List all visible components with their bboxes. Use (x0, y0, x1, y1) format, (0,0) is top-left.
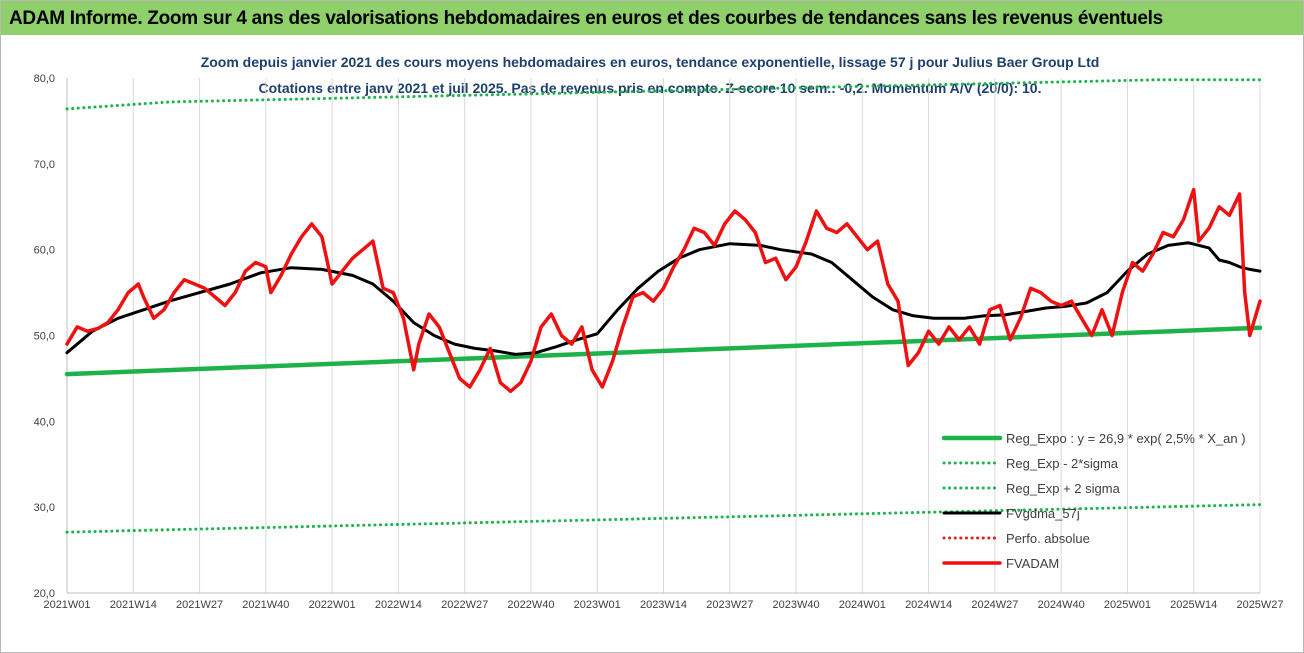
legend: Reg_Expo : y = 26,9 * exp( 2,5% * X_an )… (941, 431, 1246, 571)
y-tick-label: 30,0 (34, 502, 55, 514)
y-tick-labels: 20,0 30,0 40,0 50,0 60,0 70,0 80,0 (34, 73, 55, 600)
y-tick-label: 60,0 (34, 245, 55, 257)
x-tick-label: 2025W27 (1236, 599, 1283, 611)
x-tick-labels: 2021W01 2021W14 2021W27 2021W40 2022W01 2022W… (43, 599, 1283, 611)
x-tick-label: 2023W40 (773, 599, 820, 611)
x-tick-label: 2021W40 (242, 599, 289, 611)
x-tick-label: 2021W14 (110, 599, 157, 611)
grid-lines (132, 78, 1261, 593)
series-line (64, 325, 1263, 377)
x-tick-label: 2024W27 (971, 599, 1018, 611)
x-tick-label: 2022W01 (309, 599, 356, 611)
header-banner: ADAM Informe. Zoom sur 4 ans des valoris… (1, 1, 1303, 35)
x-tick-label: 2023W14 (640, 599, 687, 611)
x-tick-label: 2021W27 (176, 599, 223, 611)
x-tick-label: 2025W01 (1104, 599, 1151, 611)
legend-entry: FVADAM (1006, 556, 1059, 571)
x-tick-label: 2021W01 (43, 599, 90, 611)
y-tick-label: 80,0 (34, 73, 55, 85)
axes (66, 78, 1260, 594)
x-tick-label: 2022W14 (375, 599, 422, 611)
legend-entry: FVgdma_57j (1006, 506, 1080, 521)
y-tick-label: 50,0 (34, 331, 55, 343)
chart-title: Zoom depuis janvier 2021 des cours moyen… (201, 54, 1100, 70)
x-tick-label: 2025W14 (1170, 599, 1217, 611)
x-tick-label: 2023W27 (706, 599, 753, 611)
y-tick-label: 20,0 (34, 588, 55, 600)
y-tick-label: 40,0 (34, 416, 55, 428)
x-tick-label: 2023W01 (574, 599, 621, 611)
header-title: ADAM Informe. Zoom sur 4 ans des valoris… (9, 8, 1163, 29)
legend-entry: Perfo. absolue (1006, 531, 1090, 546)
chart-subtitle: Cotations entre janv 2021 et juil 2025. … (259, 80, 1042, 96)
x-tick-label: 2024W14 (905, 599, 952, 611)
x-tick-label: 2022W40 (507, 599, 554, 611)
x-tick-label: 2024W40 (1038, 599, 1085, 611)
series-layer (64, 78, 1263, 534)
y-tick-label: 70,0 (34, 159, 55, 171)
x-tick-label: 2024W01 (839, 599, 886, 611)
series-line (65, 78, 1262, 111)
legend-entry: Reg_Expo : y = 26,9 * exp( 2,5% * X_an ) (1006, 431, 1246, 446)
legend-entry: Reg_Exp - 2*sigma (1006, 456, 1119, 471)
legend-entry: Reg_Exp + 2 sigma (1006, 481, 1121, 496)
x-tick-label: 2022W27 (441, 599, 488, 611)
series-line (65, 187, 1262, 394)
